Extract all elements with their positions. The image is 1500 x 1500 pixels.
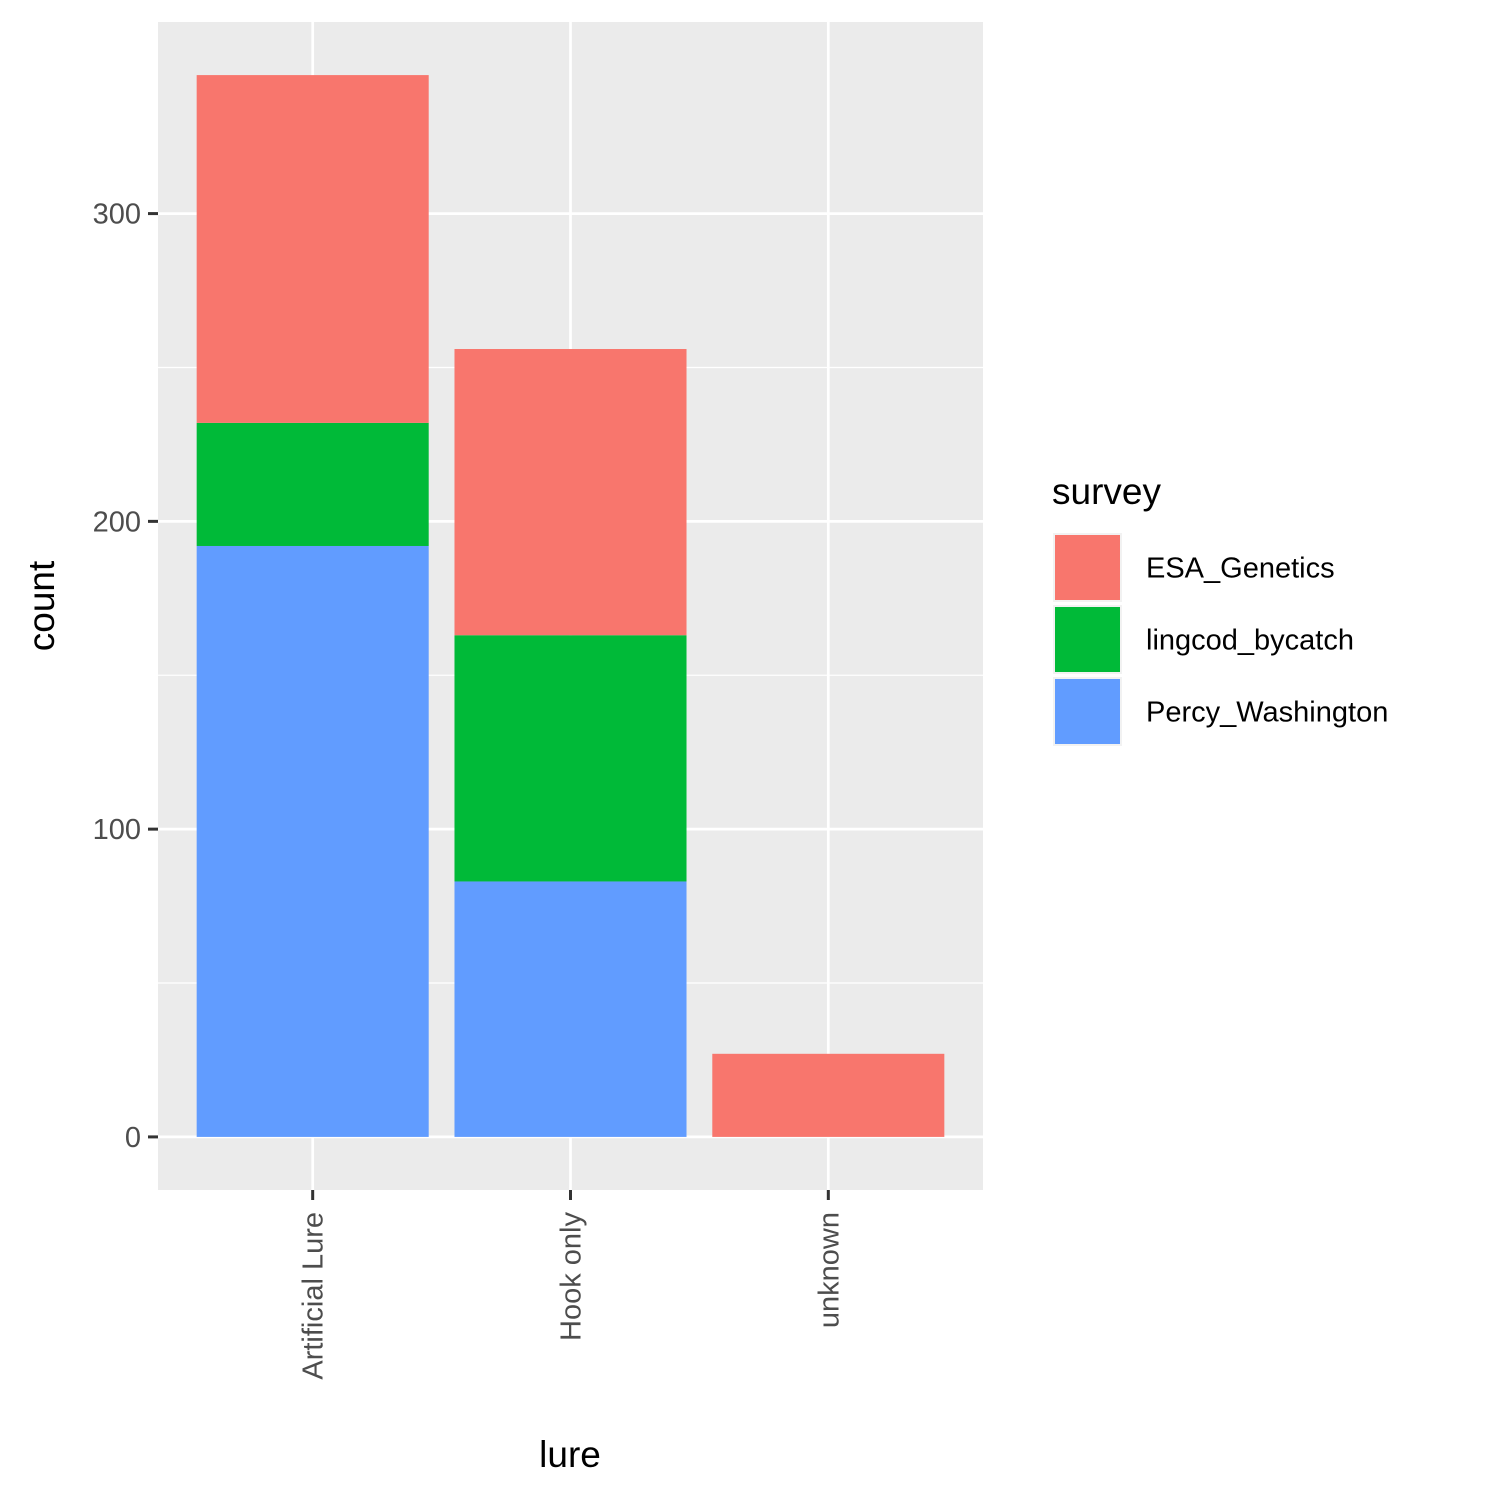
legend-title: survey bbox=[1052, 471, 1161, 512]
y-axis: 0 100 200 300 bbox=[93, 199, 158, 1154]
bar-segment-esa-genetics bbox=[712, 1053, 945, 1137]
x-axis-title: lure bbox=[539, 1434, 601, 1475]
y-axis-title: count bbox=[21, 560, 62, 651]
legend-swatch-esa-genetics bbox=[1055, 535, 1120, 600]
bars bbox=[196, 75, 945, 1137]
bar-segment-lingcod-bycatch bbox=[196, 422, 429, 546]
x-tick-label: unknown bbox=[813, 1212, 845, 1328]
y-tick-label: 300 bbox=[93, 199, 141, 231]
y-tick-label: 0 bbox=[125, 1122, 141, 1154]
legend-label: lingcod_bycatch bbox=[1146, 625, 1354, 657]
bar-segment-percy-washington bbox=[454, 881, 687, 1137]
bar-segment-esa-genetics bbox=[454, 349, 687, 636]
bar-segment-lingcod-bycatch bbox=[454, 635, 687, 882]
legend-label: ESA_Genetics bbox=[1146, 553, 1335, 585]
y-tick-label: 100 bbox=[93, 814, 141, 846]
legend: survey ESA_Genetics lingcod_bycatch Percy_… bbox=[1052, 471, 1388, 746]
bar-segment-percy-washington bbox=[196, 545, 429, 1137]
x-axis: Artificial Lure Hook only unknown bbox=[298, 1190, 845, 1380]
bar-segment-esa-genetics bbox=[196, 75, 429, 423]
legend-swatch-lingcod-bycatch bbox=[1055, 607, 1120, 672]
legend-swatch-percy-washington bbox=[1055, 679, 1120, 744]
y-tick-label: 200 bbox=[93, 506, 141, 538]
legend-label: Percy_Washington bbox=[1146, 697, 1388, 729]
x-tick-label: Hook only bbox=[556, 1212, 588, 1341]
x-tick-label: Artificial Lure bbox=[298, 1212, 330, 1380]
